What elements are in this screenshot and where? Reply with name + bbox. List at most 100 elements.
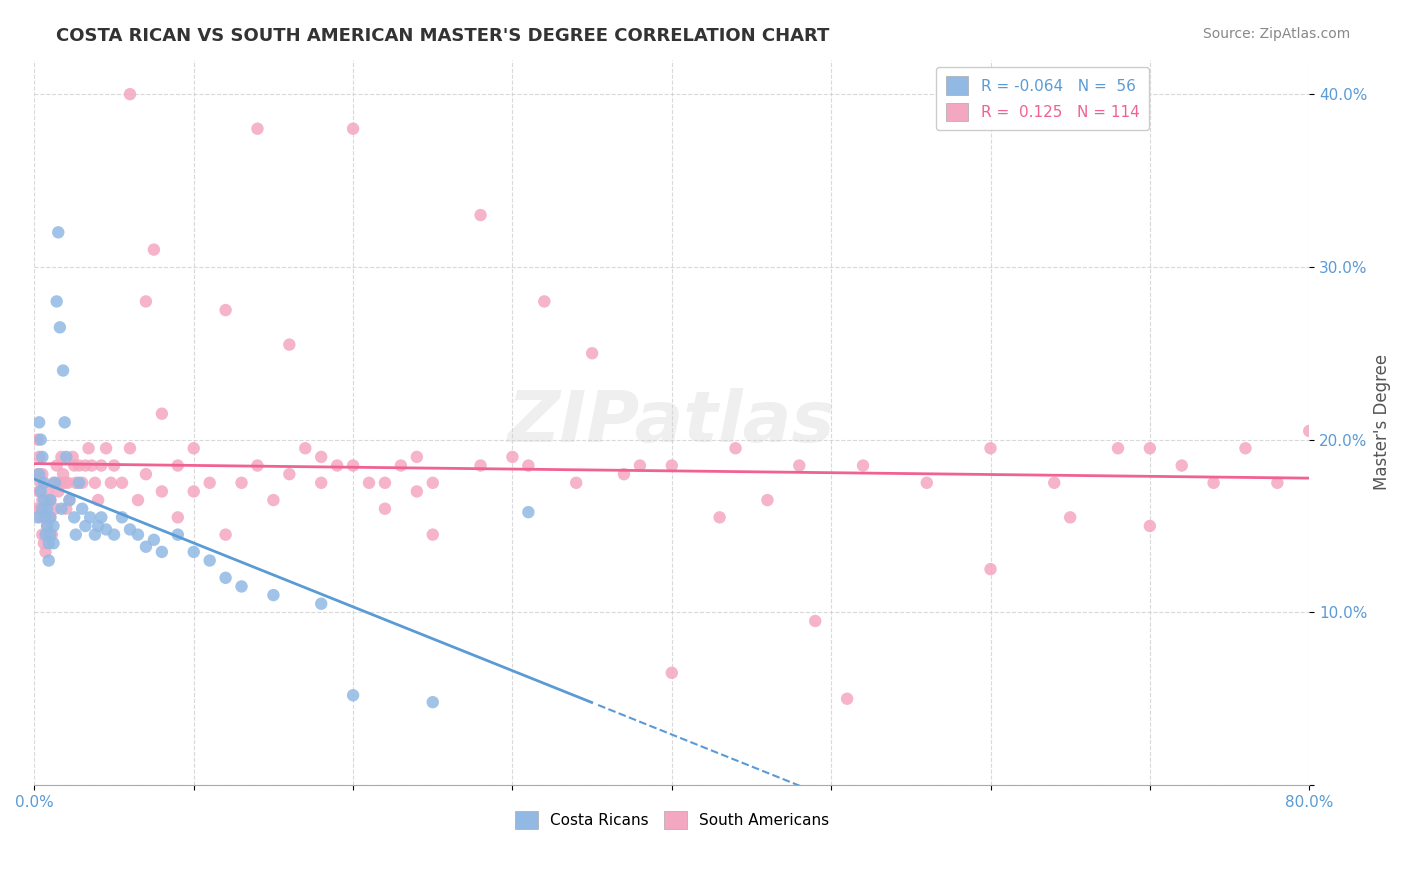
Point <box>30 484 52 499</box>
Point <box>49 475 72 490</box>
Point <box>28 484 51 499</box>
Point <box>39 527 62 541</box>
Point <box>1107 442 1129 456</box>
Point <box>278 337 301 351</box>
Point <box>1139 519 1161 533</box>
Point <box>342 458 364 473</box>
Point <box>28 450 51 464</box>
Point <box>1139 442 1161 456</box>
Point <box>44 475 66 490</box>
Point <box>374 475 396 490</box>
Point <box>31 467 53 482</box>
Point <box>613 467 636 482</box>
Point <box>517 458 540 473</box>
Legend: Costa Ricans, South Americans: Costa Ricans, South Americans <box>509 805 835 836</box>
Point <box>55 450 77 464</box>
Point <box>90 510 112 524</box>
Point <box>53 415 76 429</box>
Point <box>1202 475 1225 490</box>
Point <box>118 442 141 456</box>
Point <box>30 475 52 490</box>
Text: Source: ZipAtlas.com: Source: ZipAtlas.com <box>1202 27 1350 41</box>
Point <box>46 225 69 239</box>
Point <box>90 458 112 473</box>
Point <box>38 536 60 550</box>
Point <box>31 501 53 516</box>
Point <box>32 475 55 490</box>
Point <box>374 501 396 516</box>
Point <box>231 475 253 490</box>
Point <box>28 415 51 429</box>
Point <box>37 484 59 499</box>
Point <box>135 294 157 309</box>
Text: COSTA RICAN VS SOUTH AMERICAN MASTER'S DEGREE CORRELATION CHART: COSTA RICAN VS SOUTH AMERICAN MASTER'S D… <box>56 27 830 45</box>
Point <box>135 540 157 554</box>
Point <box>724 442 747 456</box>
Point <box>709 510 731 524</box>
Point <box>389 458 412 473</box>
Point <box>42 475 65 490</box>
Point <box>34 545 56 559</box>
Point <box>27 510 49 524</box>
Point <box>278 467 301 482</box>
Point <box>77 442 100 456</box>
Point <box>52 467 75 482</box>
Point <box>51 450 73 464</box>
Point <box>246 121 269 136</box>
Point <box>38 553 60 567</box>
Point <box>262 493 284 508</box>
Point <box>214 303 236 318</box>
Point <box>30 501 52 516</box>
Point <box>342 121 364 136</box>
Point <box>67 475 90 490</box>
Point <box>63 510 86 524</box>
Point <box>835 691 858 706</box>
Point <box>1267 475 1289 490</box>
Point <box>84 475 107 490</box>
Point <box>422 527 444 541</box>
Point <box>63 458 86 473</box>
Point <box>53 475 76 490</box>
Point <box>150 545 173 559</box>
Point <box>45 458 67 473</box>
Point <box>915 475 938 490</box>
Point <box>118 523 141 537</box>
Point <box>42 536 65 550</box>
Point <box>787 458 810 473</box>
Point <box>30 510 52 524</box>
Point <box>75 458 97 473</box>
Point <box>1043 475 1066 490</box>
Point <box>103 527 125 541</box>
Point <box>118 87 141 102</box>
Point <box>470 458 492 473</box>
Point <box>37 501 59 516</box>
Point <box>135 467 157 482</box>
Point <box>28 467 51 482</box>
Point <box>75 519 97 533</box>
Point <box>852 458 875 473</box>
Point <box>70 475 93 490</box>
Point <box>34 510 56 524</box>
Point <box>38 527 60 541</box>
Point <box>127 527 149 541</box>
Point <box>30 433 52 447</box>
Point <box>94 442 117 456</box>
Point <box>31 450 53 464</box>
Point <box>34 527 56 541</box>
Point <box>62 450 84 464</box>
Point <box>246 458 269 473</box>
Point <box>1298 424 1320 438</box>
Point <box>166 510 188 524</box>
Point <box>55 501 77 516</box>
Point <box>422 695 444 709</box>
Point <box>661 665 683 680</box>
Point <box>39 493 62 508</box>
Point <box>804 614 827 628</box>
Point <box>80 458 103 473</box>
Point <box>326 458 349 473</box>
Y-axis label: Master's Degree: Master's Degree <box>1374 354 1391 491</box>
Point <box>51 501 73 516</box>
Point <box>41 527 63 541</box>
Point <box>67 458 90 473</box>
Point <box>501 450 523 464</box>
